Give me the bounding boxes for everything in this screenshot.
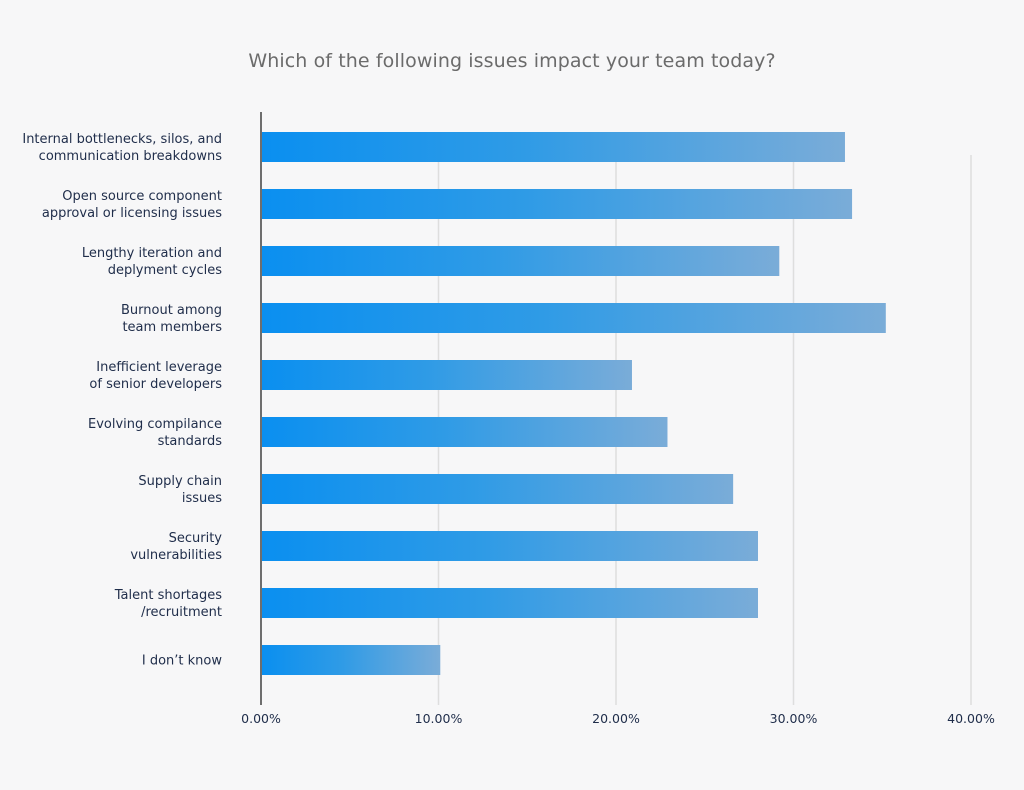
category-label: Supply chain issues [138,474,222,506]
chart-title: Which of the following issues impact you… [248,50,776,72]
bars [261,132,886,675]
bar [261,132,845,162]
bar [261,360,632,390]
category-label: Burnout among team members [121,303,222,335]
bar [261,417,668,447]
bar [261,645,441,675]
bar [261,189,853,219]
category-label: Security vulnerabilities [130,531,222,563]
category-label: Talent shortages/recruitment [114,588,222,620]
bar [261,246,780,276]
x-tick-label: 20.00% [592,711,640,726]
category-labels: Internal bottlenecks, silos, and communic… [22,132,222,669]
category-label: Lengthy iteration and deplyment cycles [82,246,222,278]
category-label: Open source component approval or licensi… [42,189,222,221]
x-tick-label: 40.00% [947,711,995,726]
bar [261,474,734,504]
bar [261,531,758,561]
x-tick-label: 30.00% [770,711,818,726]
category-label: I don’t know [142,654,222,669]
x-tick-label: 10.00% [415,711,463,726]
bar [261,303,886,333]
category-label: Evolving compilance standards [88,417,222,449]
bar [261,588,758,618]
x-tick-label: 0.00% [241,711,281,726]
category-label: Inefficient leverage of senior developers [89,360,222,392]
x-tick-labels: 0.00% 10.00% 20.00% 30.00% 40.00% [241,711,995,726]
category-label: Internal bottlenecks, silos, and communic… [22,132,222,164]
